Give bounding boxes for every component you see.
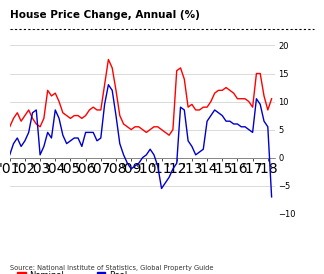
Text: House Price Change, Annual (%): House Price Change, Annual (%): [10, 10, 200, 19]
Text: Source: National Institute of Statistics, Global Property Guide: Source: National Institute of Statistics…: [10, 265, 213, 271]
Legend: Nominal, Real: Nominal, Real: [14, 268, 130, 274]
